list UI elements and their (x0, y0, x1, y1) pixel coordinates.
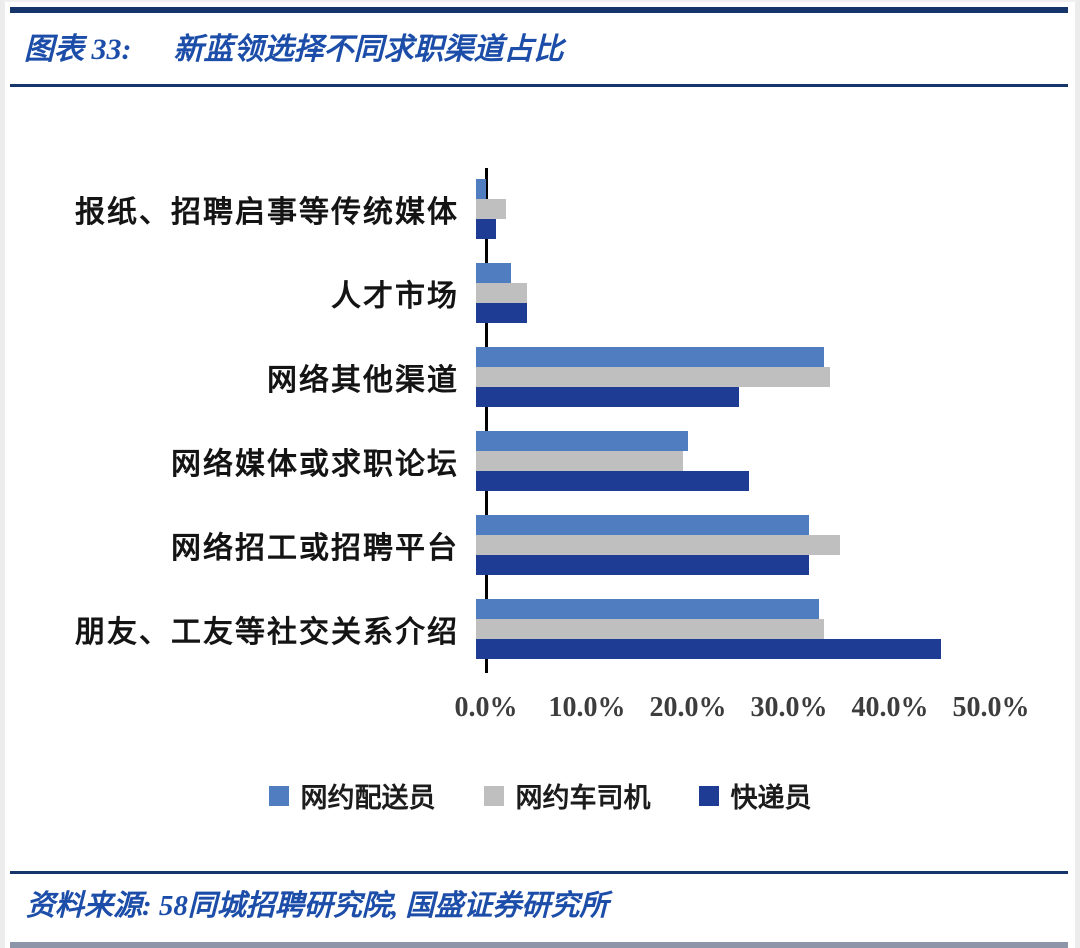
top-rule (10, 7, 1068, 13)
bar-series-2 (476, 219, 497, 239)
footer-divider-rule (10, 871, 1068, 874)
legend-label: 网约配送员 (300, 783, 436, 813)
x-axis-tick-label: 50.0% (952, 692, 1030, 723)
x-axis-tick-label: 30.0% (750, 692, 828, 723)
bar-series-2 (476, 471, 749, 491)
bar-series-0 (476, 263, 512, 283)
category-group: 人才市场 (0, 262, 1080, 324)
legend-item: 快递员 (698, 776, 812, 815)
bar-group (476, 347, 981, 407)
x-axis-tick-label: 10.0% (548, 692, 626, 723)
bar-series-1 (476, 283, 527, 303)
category-group: 网络招工或招聘平台 (0, 514, 1080, 576)
category-group: 网络媒体或求职论坛 (0, 430, 1080, 492)
x-axis-tick-label: 0.0% (454, 692, 518, 723)
category-label: 人才市场 (331, 280, 459, 313)
title-divider-rule (10, 84, 1068, 87)
bar-series-0 (476, 347, 825, 367)
legend-item: 网约车司机 (483, 776, 651, 815)
legend-swatch-icon (268, 785, 289, 806)
chart-number-label: 图表 33: (24, 33, 132, 66)
bar-series-1 (476, 367, 830, 387)
chart-title-text: 新蓝领选择不同求职渠道占比 (173, 33, 564, 66)
bar-series-1 (476, 619, 825, 639)
bar-series-1 (476, 199, 507, 219)
bar-series-0 (476, 515, 810, 535)
bar-group (476, 263, 981, 323)
source-note: 资料来源: 58同城招聘研究院, 国盛证券研究所 (26, 890, 609, 922)
bar-series-2 (476, 303, 527, 323)
x-axis-tick-label: 20.0% (649, 692, 727, 723)
x-axis-tick-labels: 0.0% 10.0% 20.0% 30.0% 40.0% 50.0% (0, 692, 1080, 734)
bar-series-0 (476, 599, 820, 619)
category-label: 朋友、工友等社交关系介绍 (75, 616, 459, 649)
bar-group (476, 515, 981, 575)
bar-series-1 (476, 535, 840, 555)
category-label: 报纸、招聘启事等传统媒体 (75, 196, 459, 229)
bar-group (476, 179, 981, 239)
category-label: 网络招工或招聘平台 (171, 532, 459, 565)
bar-series-2 (476, 639, 941, 659)
chart-legend: 网约配送员 网约车司机 快递员 (0, 776, 1080, 815)
legend-swatch-icon (483, 785, 504, 806)
category-label: 网络媒体或求职论坛 (171, 448, 459, 481)
bar-series-2 (476, 387, 739, 407)
bar-group (476, 431, 981, 491)
bar-series-0 (476, 179, 487, 199)
bottom-rule (10, 942, 1068, 948)
x-axis-tick-label: 40.0% (851, 692, 929, 723)
category-group: 网络其他渠道 (0, 346, 1080, 408)
bar-groups-container: 报纸、招聘启事等传统媒体人才市场网络其他渠道网络媒体或求职论坛 网络招工或招聘平台… (0, 178, 1080, 660)
grouped-bar-chart: 报纸、招聘启事等传统媒体人才市场网络其他渠道网络媒体或求职论坛 网络招工或招聘平台… (0, 140, 1080, 870)
bar-series-1 (476, 451, 684, 471)
bar-series-2 (476, 555, 810, 575)
legend-label: 快递员 (730, 783, 812, 813)
legend-label: 网约车司机 (515, 783, 651, 813)
bar-group (476, 599, 981, 659)
category-group: 报纸、招聘启事等传统媒体 (0, 178, 1080, 240)
category-label: 网络其他渠道 (267, 364, 459, 397)
y-axis-line (485, 168, 488, 673)
bar-series-0 (476, 431, 689, 451)
legend-swatch-icon (698, 785, 719, 806)
chart-title: 图表 33: 新蓝领选择不同求职渠道占比 (24, 24, 564, 68)
category-group: 朋友、工友等社交关系介绍 (0, 598, 1080, 660)
legend-item: 网约配送员 (268, 776, 436, 815)
